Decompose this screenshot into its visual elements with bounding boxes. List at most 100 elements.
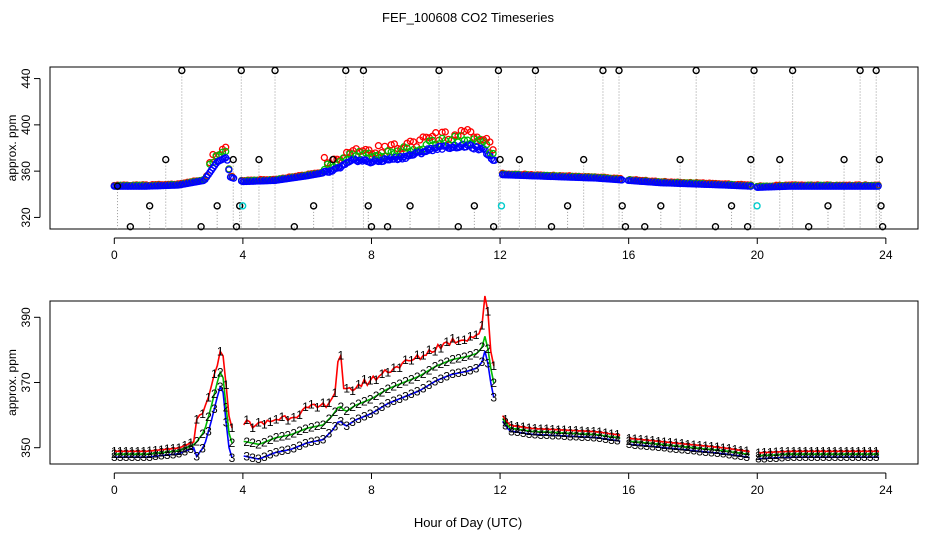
series-1-marker: 1 [367, 374, 374, 388]
series-2-marker: 2 [296, 424, 303, 438]
series-3-marker: 3 [296, 439, 303, 453]
series-2-marker: 2 [229, 436, 236, 450]
series-3-marker: 3 [632, 438, 639, 452]
calibration-point [788, 66, 797, 75]
series-3-marker: 3 [555, 429, 562, 443]
series-2-marker: 2 [814, 447, 821, 461]
series-2-marker: 2 [187, 439, 194, 453]
series-2-marker: 2 [502, 415, 509, 429]
x-axis-label: Hour of Day (UTC) [414, 515, 522, 530]
series-3-marker: 3 [843, 450, 850, 464]
series-1-marker: 1 [855, 444, 862, 458]
calibration-point [494, 66, 503, 75]
calibration-point [126, 222, 135, 231]
series-1-line [114, 295, 880, 454]
series-1-marker: 1 [526, 421, 533, 435]
calibration-point [367, 222, 376, 231]
series-2-marker: 2 [134, 447, 141, 461]
series-3-marker: 3 [314, 434, 321, 448]
calibration-point [454, 222, 462, 231]
series-1-marker: 1 [285, 413, 292, 427]
series-3-marker: 3 [402, 389, 409, 403]
series-3-marker: 3 [537, 428, 544, 442]
series-2-marker: 2 [473, 347, 480, 361]
calibration-point [383, 222, 392, 231]
series-3-point [400, 153, 408, 161]
series-1-marker: 1 [602, 426, 609, 440]
series-1-marker: 1 [590, 425, 597, 439]
series-3-marker: 3 [432, 374, 439, 388]
series-1-marker: 1 [361, 372, 368, 386]
series-3-point [874, 182, 882, 190]
calibration-point [711, 222, 720, 231]
series-3-marker: 3 [720, 447, 727, 461]
series-2-marker: 2 [217, 365, 224, 379]
series-2-marker: 2 [702, 442, 709, 456]
calibration-point [515, 155, 524, 164]
series-1-marker: 1 [826, 444, 833, 458]
calibration-point [237, 66, 245, 75]
series-1-marker: 1 [355, 377, 362, 391]
series-2-marker: 2 [261, 435, 268, 449]
series-3-marker: 3 [820, 450, 827, 464]
series-2-marker: 2 [579, 427, 586, 441]
series-2-marker: 2 [273, 431, 280, 445]
bottom-y-axis-label: approx. ppm [5, 349, 19, 416]
top-x-tick-label: 4 [240, 248, 247, 262]
series-3-marker: 3 [343, 419, 350, 433]
series-1-marker: 1 [473, 328, 480, 342]
series-1-marker: 1 [123, 444, 130, 458]
series-2-marker: 2 [490, 376, 497, 390]
series-1-marker: 1 [738, 443, 745, 457]
series-1-marker: 1 [555, 423, 562, 437]
series-1-marker: 1 [573, 424, 580, 438]
top-y-axis-label: approx. ppm [5, 115, 19, 182]
series-1-marker: 1 [843, 444, 850, 458]
series-3-marker: 3 [608, 433, 615, 447]
series-1-marker: 1 [296, 408, 303, 422]
series-1-marker: 1 [437, 342, 444, 356]
series-1-marker: 1 [637, 432, 644, 446]
series-3-marker: 3 [867, 450, 874, 464]
calibration-point [113, 182, 122, 190]
series-2-marker: 2 [408, 372, 415, 386]
series-2-marker: 2 [637, 435, 644, 449]
series-1-marker: 1 [158, 443, 165, 457]
series-2-point [218, 148, 227, 156]
bottom-y-tick-label: 350 [19, 437, 33, 457]
series-2-marker: 2 [182, 441, 189, 455]
series-1-point [320, 153, 329, 162]
bottom-x-tick-label: 24 [879, 483, 893, 497]
series-3-marker: 3 [176, 447, 183, 461]
series-3-marker: 3 [326, 427, 333, 441]
series-3-marker: 3 [187, 442, 194, 456]
series-1-marker: 1 [461, 333, 468, 347]
series-2-marker: 2 [849, 447, 856, 461]
series-2-marker: 2 [467, 349, 474, 363]
series-1-marker: 1 [385, 366, 392, 380]
calibration-point [229, 155, 237, 164]
bottom-x-tick-label: 16 [622, 483, 636, 497]
top-x-tick-label: 20 [751, 248, 765, 262]
calibration-point [364, 202, 372, 210]
series-1-point [489, 146, 497, 154]
series-1-marker: 1 [755, 446, 762, 460]
calibration-point [641, 222, 649, 231]
series-3-marker: 3 [485, 357, 492, 371]
series-1-marker: 1 [449, 331, 456, 345]
series-3-marker: 3 [579, 430, 586, 444]
series-3-marker: 3 [838, 450, 845, 464]
calibration-point [232, 222, 241, 231]
series-2-marker: 2 [785, 447, 792, 461]
series-3-marker: 3 [655, 440, 662, 454]
series-3-marker: 3 [643, 439, 650, 453]
series-3-point [357, 155, 365, 164]
calibration-point [359, 66, 368, 75]
series-1-marker: 1 [349, 384, 356, 398]
calibration-point [615, 66, 623, 75]
series-1-point [387, 141, 395, 149]
series-2-marker: 2 [146, 447, 153, 461]
series-1-marker: 1 [532, 422, 539, 436]
series-3-marker: 3 [696, 444, 703, 458]
